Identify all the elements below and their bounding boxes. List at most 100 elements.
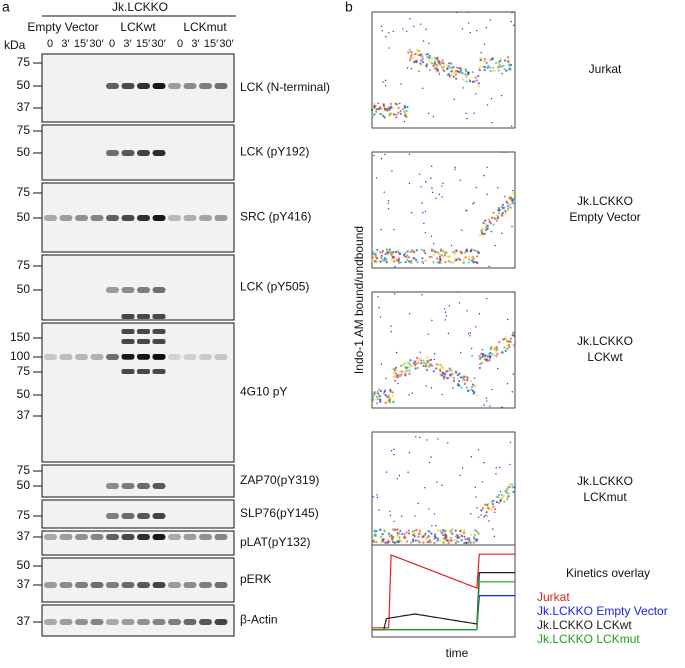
- event-dot: [428, 541, 431, 545]
- event-dot: [471, 355, 473, 357]
- event-dot: [443, 254, 447, 257]
- event-dot: [443, 308, 446, 310]
- cell-line: Jk.LCKKO: [112, 0, 168, 14]
- event-dot: [476, 538, 479, 541]
- event-dot: [410, 364, 413, 367]
- event-dot: [417, 539, 420, 542]
- event-dot: [394, 379, 397, 382]
- band: [168, 83, 181, 89]
- event-dot: [393, 375, 396, 378]
- event-dot: [489, 19, 491, 21]
- legend-entry: Jurkat: [537, 590, 570, 604]
- event-dot: [504, 210, 507, 213]
- event-dot: [403, 104, 406, 108]
- event-dot: [380, 25, 383, 28]
- event-dot: [463, 375, 466, 378]
- event-dot: [495, 350, 498, 353]
- event-dot: [423, 259, 426, 263]
- event-dot: [504, 336, 507, 339]
- event-dot: [463, 251, 467, 254]
- event-dot: [464, 538, 467, 541]
- event-dot: [391, 255, 394, 258]
- event-dot: [501, 351, 504, 354]
- event-dot: [431, 525, 433, 527]
- event-dot: [478, 69, 481, 72]
- event-dot: [432, 242, 435, 245]
- event-dot: [407, 369, 410, 373]
- plot-title: Jk.LCKKO Empty Vector: [569, 194, 640, 224]
- event-dot: [497, 206, 500, 210]
- event-dot: [453, 98, 455, 100]
- plot-title: Jk.LCKKO LCKwt: [577, 334, 633, 364]
- event-dot: [478, 234, 482, 237]
- event-dot: [492, 528, 494, 530]
- event-dot: [436, 63, 439, 67]
- event-dot: [406, 105, 409, 109]
- event-dot: [405, 109, 408, 113]
- event-dot: [439, 529, 442, 533]
- group-label: LCKmut: [183, 20, 227, 34]
- event-dot: [424, 487, 426, 489]
- event-dot: [450, 369, 453, 372]
- blot: [41, 557, 235, 603]
- event-dot: [394, 102, 398, 105]
- event-dot: [408, 182, 411, 185]
- event-dot: [406, 67, 409, 69]
- event-dot: [495, 214, 498, 217]
- event-dot: [492, 353, 496, 356]
- event-dot: [381, 30, 383, 32]
- event-dot: [508, 341, 511, 344]
- event-dot: [387, 394, 390, 397]
- event-dot: [413, 535, 416, 538]
- event-dot: [407, 471, 409, 473]
- event-dot: [428, 530, 431, 534]
- event-dot: [453, 253, 457, 256]
- event-dot: [464, 73, 467, 76]
- band: [168, 354, 181, 360]
- event-dot: [498, 494, 500, 496]
- event-dot: [390, 325, 392, 327]
- event-dot: [504, 212, 507, 215]
- event-dot: [481, 507, 484, 510]
- event-dot: [408, 372, 411, 375]
- band: [137, 619, 150, 625]
- event-dot: [441, 66, 445, 69]
- x-axis-label: time: [446, 646, 469, 660]
- event-dot: [469, 31, 471, 34]
- event-dot: [390, 534, 393, 537]
- legend-entry: Jk.LCKKO Empty Vector: [537, 604, 668, 618]
- event-dot: [454, 529, 457, 532]
- marker-label: 100: [10, 349, 30, 363]
- event-dot: [507, 485, 510, 488]
- event-dot: [457, 380, 461, 383]
- event-dot: [392, 529, 395, 532]
- event-dot: [417, 358, 420, 361]
- band: [121, 314, 135, 319]
- event-dot: [380, 256, 383, 260]
- event-dot: [398, 259, 400, 261]
- event-dot: [375, 395, 378, 399]
- event-dot: [400, 540, 403, 543]
- event-dot: [412, 359, 415, 363]
- event-dot: [483, 503, 487, 506]
- legend-entry: Jk.LCKKO LCKwt: [537, 618, 632, 632]
- event-dot: [370, 108, 374, 112]
- event-dot: [436, 251, 439, 254]
- band: [90, 582, 104, 588]
- event-dot: [436, 68, 439, 71]
- event-dot: [409, 250, 413, 254]
- event-dot: [413, 257, 416, 260]
- band: [90, 215, 104, 221]
- event-dot: [420, 260, 424, 263]
- event-dot: [437, 438, 439, 440]
- event-dot: [389, 391, 392, 394]
- blot-label: β-Actin: [240, 613, 278, 627]
- event-dot: [486, 224, 489, 227]
- event-dot: [452, 75, 455, 79]
- event-dot: [489, 355, 491, 357]
- event-dot: [445, 315, 448, 317]
- event-dot: [483, 68, 486, 72]
- event-dot: [376, 257, 379, 260]
- event-dot: [423, 249, 426, 252]
